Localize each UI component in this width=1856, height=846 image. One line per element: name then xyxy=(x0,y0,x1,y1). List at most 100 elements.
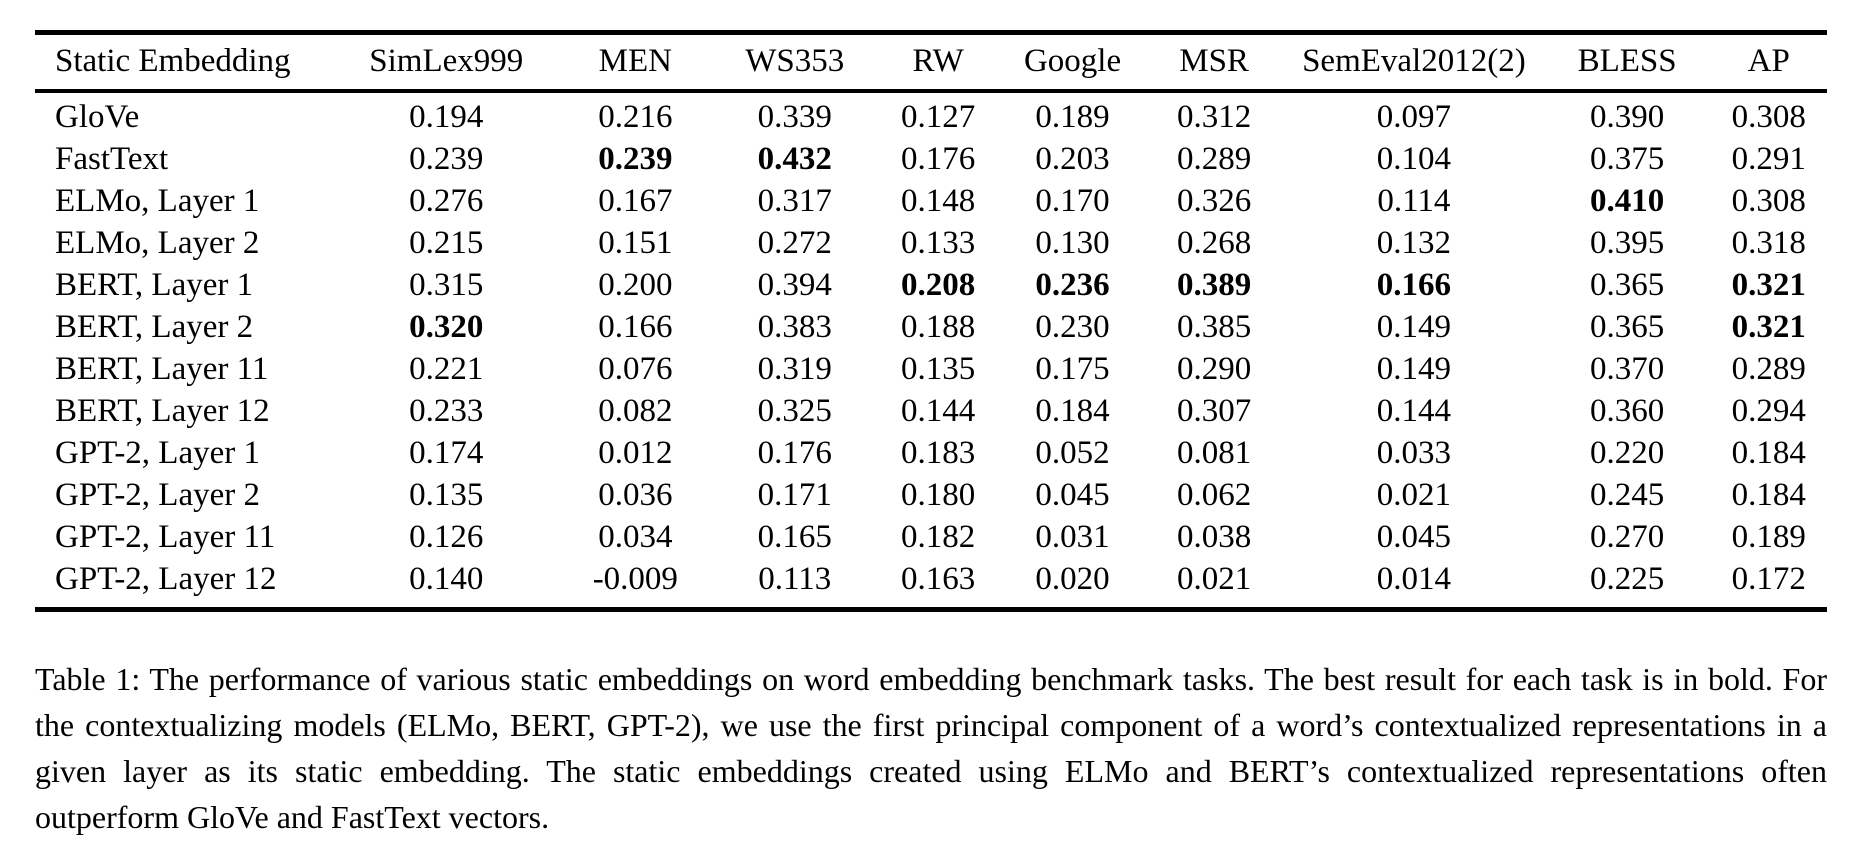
metric-cell: 0.182 xyxy=(901,519,976,555)
metric-cell: 0.148 xyxy=(901,183,976,219)
row-label: GPT-2, Layer 12 xyxy=(55,561,277,597)
metric-cell: 0.172 xyxy=(1731,561,1806,597)
row-label: BERT, Layer 11 xyxy=(55,351,269,387)
row-label: BERT, Layer 1 xyxy=(55,267,254,303)
metric-cell: -0.009 xyxy=(592,561,678,597)
metric-cell: 0.012 xyxy=(598,435,673,471)
row-label: GloVe xyxy=(55,99,140,135)
metric-cell: 0.239 xyxy=(409,141,484,177)
metric-cell: 0.031 xyxy=(1035,519,1110,555)
table-row: BERT, Layer 2 0.320 0.166 0.383 0.188 0.230 0.… xyxy=(35,306,1827,348)
metric-cell: 0.176 xyxy=(901,141,976,177)
metric-cell: 0.045 xyxy=(1376,519,1452,555)
table-figure: Static Embedding SimLex999 MEN WS353 RW Googl… xyxy=(35,30,1827,840)
column-header: SimLex999 xyxy=(336,32,557,93)
metric-cell: 0.339 xyxy=(757,99,832,135)
metric-cell: 0.319 xyxy=(757,351,832,387)
metric-cell: 0.315 xyxy=(409,267,484,303)
metric-cell: 0.140 xyxy=(409,561,484,597)
metric-cell: 0.239 xyxy=(598,141,673,177)
metric-cell: 0.208 xyxy=(901,267,976,303)
metric-cell: 0.385 xyxy=(1176,309,1252,345)
metric-cell: 0.326 xyxy=(1176,183,1252,219)
metric-cell: 0.144 xyxy=(1376,393,1452,429)
metric-cell: 0.180 xyxy=(901,477,976,513)
table-row: ELMo, Layer 2 0.215 0.151 0.272 0.133 0.130 0.… xyxy=(35,222,1827,264)
row-label: GPT-2, Layer 11 xyxy=(55,519,276,555)
metric-cell: 0.167 xyxy=(598,183,673,219)
metric-cell: 0.126 xyxy=(409,519,484,555)
metric-cell: 0.144 xyxy=(901,393,976,429)
metric-cell: 0.365 xyxy=(1590,309,1665,345)
metric-cell: 0.318 xyxy=(1731,225,1806,261)
metric-cell: 0.321 xyxy=(1731,267,1806,303)
metric-cell: 0.021 xyxy=(1176,561,1252,597)
metric-cell: 0.033 xyxy=(1376,435,1452,471)
metric-cell: 0.135 xyxy=(409,477,484,513)
metric-cell: 0.370 xyxy=(1590,351,1665,387)
metric-cell: 0.151 xyxy=(598,225,673,261)
metric-cell: 0.149 xyxy=(1376,351,1452,387)
metric-cell: 0.034 xyxy=(598,519,673,555)
table-row: BERT, Layer 11 0.221 0.076 0.319 0.135 0.175 0… xyxy=(35,348,1827,390)
metric-cell: 0.312 xyxy=(1176,99,1252,135)
row-label: BERT, Layer 12 xyxy=(55,393,270,429)
metric-cell: 0.114 xyxy=(1377,183,1451,219)
metric-cell: 0.410 xyxy=(1590,183,1665,219)
metric-cell: 0.395 xyxy=(1590,225,1665,261)
metric-cell: 0.104 xyxy=(1376,141,1452,177)
table-header: Static Embedding SimLex999 MEN WS353 RW Googl… xyxy=(35,32,1827,93)
metric-cell: 0.308 xyxy=(1731,99,1806,135)
metric-cell: 0.291 xyxy=(1731,141,1806,177)
metric-cell: 0.014 xyxy=(1376,561,1452,597)
metric-cell: 0.290 xyxy=(1176,351,1252,387)
metric-cell: 0.175 xyxy=(1035,351,1110,387)
table-row: GPT-2, Layer 1 0.174 0.012 0.176 0.183 0.052 0… xyxy=(35,432,1827,474)
metric-cell: 0.432 xyxy=(757,141,832,177)
column-header: WS353 xyxy=(714,32,876,93)
table-row: ELMo, Layer 1 0.276 0.167 0.317 0.148 0.170 0.… xyxy=(35,180,1827,222)
column-header: MEN xyxy=(556,32,715,93)
metric-cell: 0.062 xyxy=(1176,477,1252,513)
row-label: GPT-2, Layer 1 xyxy=(55,435,260,471)
metric-cell: 0.320 xyxy=(409,309,484,345)
metric-cell: 0.135 xyxy=(901,351,976,387)
table-body: GloVe 0.194 0.216 0.339 0.127 0.189 0.312 0.097… xyxy=(35,91,1827,610)
metric-cell: 0.183 xyxy=(901,435,976,471)
metric-cell: 0.165 xyxy=(757,519,832,555)
row-label: BERT, Layer 2 xyxy=(55,309,254,345)
metric-cell: 0.020 xyxy=(1035,561,1110,597)
metric-cell: 0.317 xyxy=(757,183,832,219)
metric-cell: 0.133 xyxy=(901,225,976,261)
metric-cell: 0.184 xyxy=(1731,477,1806,513)
metric-cell: 0.308 xyxy=(1731,183,1806,219)
metric-cell: 0.149 xyxy=(1376,309,1452,345)
metric-cell: 0.289 xyxy=(1176,141,1252,177)
metric-cell: 0.360 xyxy=(1590,393,1665,429)
column-header: MSR xyxy=(1144,32,1284,93)
metric-cell: 0.230 xyxy=(1035,309,1110,345)
metric-cell: 0.127 xyxy=(901,99,976,135)
metric-cell: 0.383 xyxy=(757,309,832,345)
metric-cell: 0.325 xyxy=(757,393,832,429)
row-label: ELMo, Layer 1 xyxy=(55,183,260,219)
metric-cell: 0.184 xyxy=(1035,393,1110,429)
metric-cell: 0.038 xyxy=(1176,519,1252,555)
row-label: FastText xyxy=(55,141,169,177)
column-header: BLESS xyxy=(1543,32,1711,93)
table-row: GPT-2, Layer 2 0.135 0.036 0.171 0.180 0.045 0… xyxy=(35,474,1827,516)
metric-cell: 0.200 xyxy=(598,267,673,303)
metric-cell: 0.170 xyxy=(1035,183,1110,219)
metric-cell: 0.233 xyxy=(409,393,484,429)
metric-cell: 0.276 xyxy=(409,183,484,219)
metric-cell: 0.270 xyxy=(1590,519,1665,555)
table-row: BERT, Layer 12 0.233 0.082 0.325 0.144 0.184 0… xyxy=(35,390,1827,432)
metric-cell: 0.188 xyxy=(901,309,976,345)
metric-cell: 0.194 xyxy=(409,99,484,135)
metric-cell: 0.184 xyxy=(1731,435,1806,471)
column-header: SemEval2012(2) xyxy=(1283,32,1544,93)
table-caption: Table 1: The performance of various stat… xyxy=(35,661,1827,835)
metric-cell: 0.321 xyxy=(1731,309,1806,345)
metric-cell: 0.394 xyxy=(757,267,832,303)
metric-cell: 0.389 xyxy=(1176,267,1252,303)
